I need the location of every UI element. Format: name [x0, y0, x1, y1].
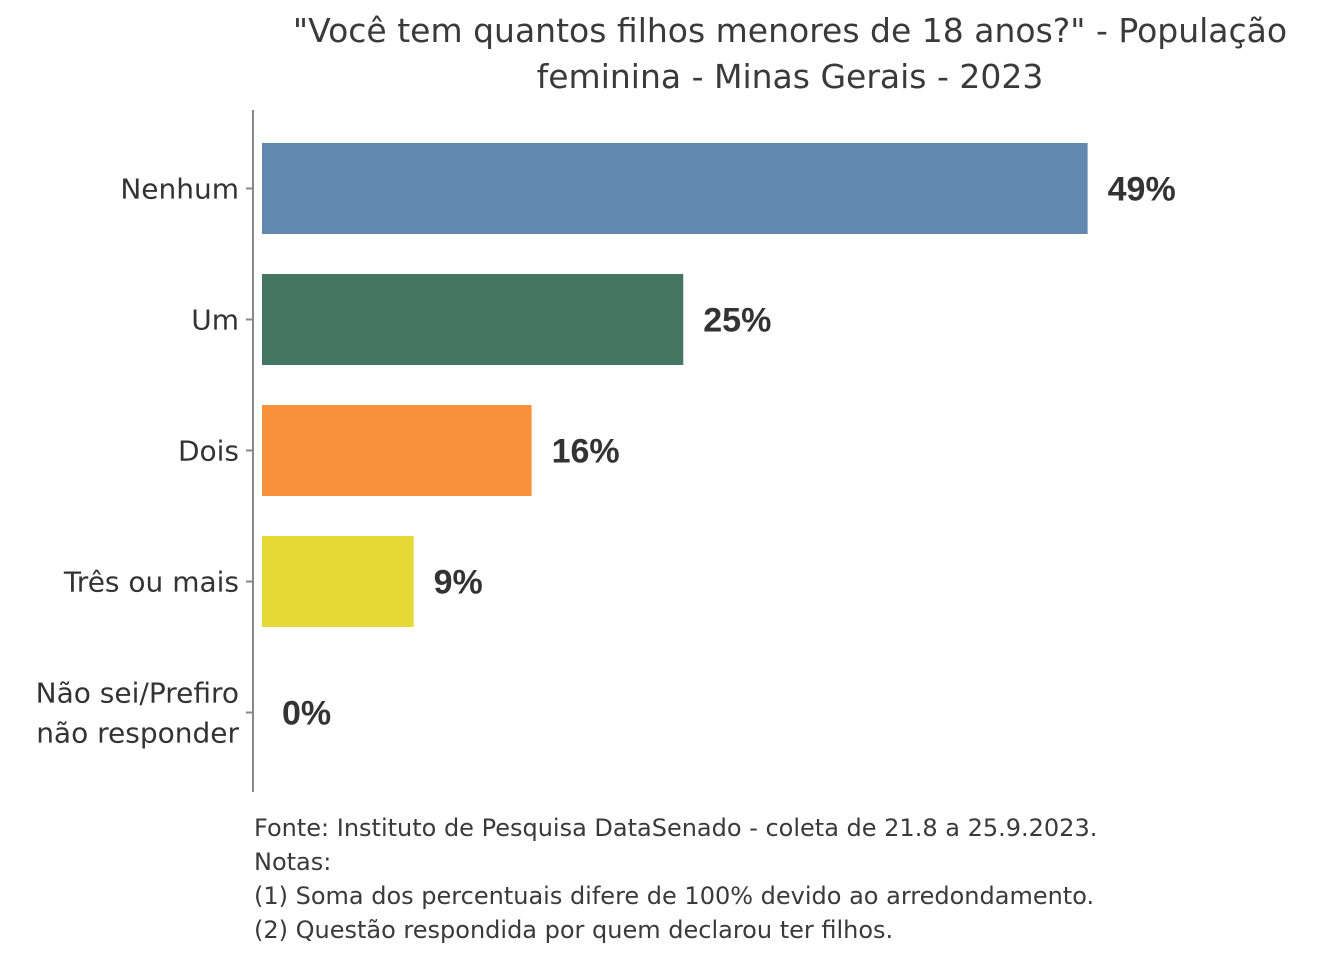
bar	[262, 405, 532, 496]
category-label: Nenhum	[120, 173, 239, 206]
y-axis-ticks	[246, 187, 253, 714]
bar	[262, 143, 1088, 234]
bar-value-label: 0%	[282, 695, 331, 733]
source-notes: Fonte: Instituto de Pesquisa DataSenado …	[254, 814, 1097, 944]
category-label: Não sei/Prefiro	[36, 677, 239, 710]
bar-value-label: 25%	[703, 302, 771, 340]
note-line: Fonte: Instituto de Pesquisa DataSenado …	[254, 814, 1097, 842]
category-labels: Nenhum Um Dois Três ou mais Não sei/Prefiro n…	[36, 173, 240, 750]
category-label: Três ou mais	[63, 566, 239, 599]
chart-title-line: "Você tem quantos filhos menores de 18 a…	[293, 11, 1287, 50]
chart-title: "Você tem quantos filhos menores de 18 a…	[293, 11, 1287, 96]
note-line: (2) Questão respondida por quem declarou…	[254, 916, 893, 944]
category-label: Dois	[178, 435, 239, 468]
category-label: não responder	[36, 717, 239, 750]
chart-title-line: feminina - Minas Gerais - 2023	[537, 57, 1044, 96]
category-label: Um	[191, 304, 239, 337]
value-labels: 49% 25% 16% 9% 0%	[282, 171, 1176, 733]
note-line: (1) Soma dos percentuais difere de 100% …	[254, 882, 1094, 910]
bar-value-label: 9%	[434, 564, 483, 602]
bar	[262, 274, 684, 365]
bars	[262, 143, 1088, 627]
bar-value-label: 49%	[1108, 171, 1176, 209]
note-line: Notas:	[254, 848, 331, 876]
bar	[262, 536, 414, 627]
bar-value-label: 16%	[552, 433, 620, 471]
